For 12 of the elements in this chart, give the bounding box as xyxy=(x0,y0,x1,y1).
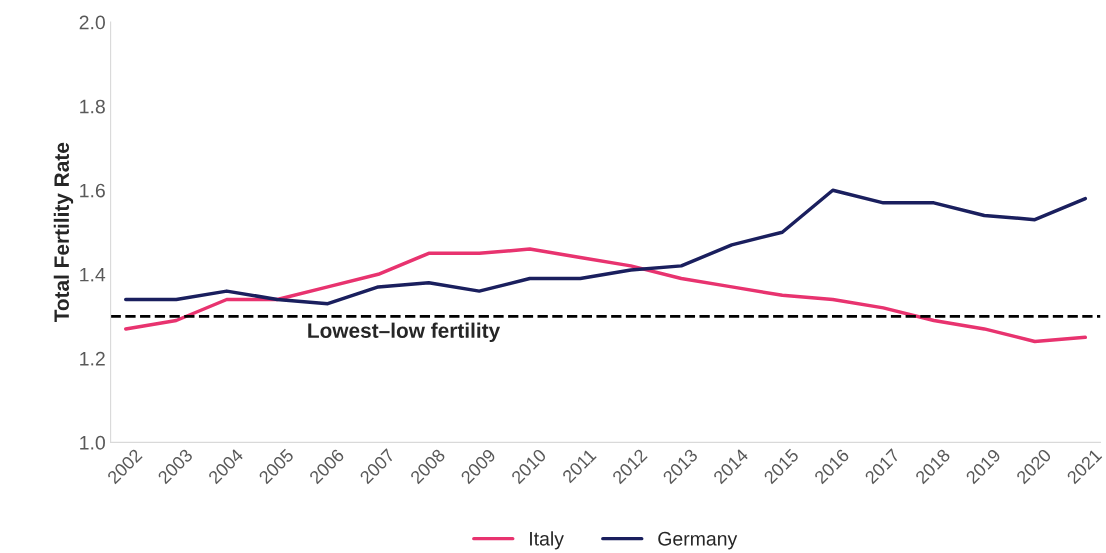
y-axis-title: Total Fertility Rate xyxy=(53,142,74,323)
y-tick-label: 1.0 xyxy=(80,435,105,450)
legend-label: Italy xyxy=(530,531,564,550)
y-tick-label: 2.0 xyxy=(79,15,105,30)
line-series xyxy=(124,247,1088,344)
legend-label: Germany xyxy=(658,531,738,550)
y-tick-label: 1.4 xyxy=(80,267,106,282)
y-tick-label: 1.8 xyxy=(80,99,105,114)
ref-line-label: Lowest–low fertility xyxy=(308,322,501,343)
y-tick-label: 1.6 xyxy=(80,183,105,198)
line-series xyxy=(124,188,1088,306)
y-tick-label: 1.2 xyxy=(80,351,105,366)
